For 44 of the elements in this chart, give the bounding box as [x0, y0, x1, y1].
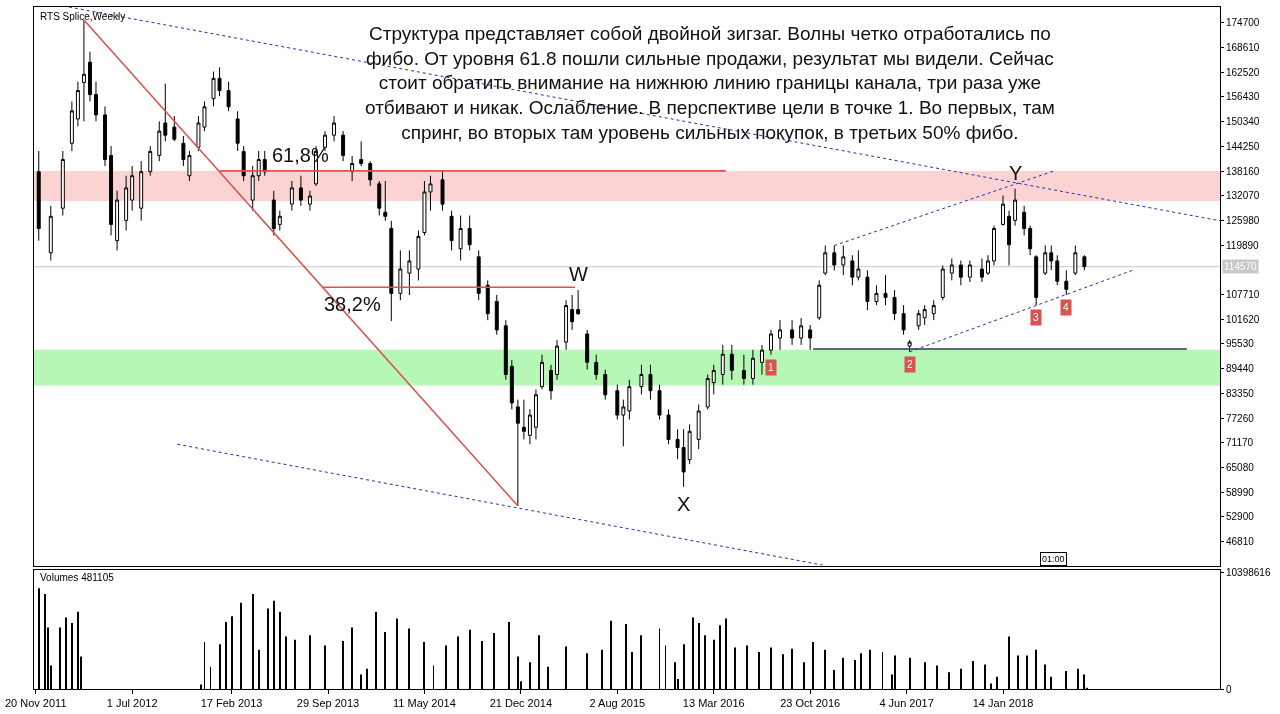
y-tick-label: 0 — [1226, 683, 1232, 695]
y-tick-label: 150340 — [1226, 116, 1260, 128]
x-tick-label: 17 Feb 2013 — [200, 697, 263, 710]
x-tick-label: 1 Jul 2012 — [106, 697, 158, 710]
annotation: W — [569, 263, 588, 285]
x-tick-label: 13 Mar 2016 — [682, 697, 745, 710]
y-tick-label: 125980 — [1226, 214, 1260, 226]
annotation: X — [677, 493, 691, 515]
y-tick-label: 132070 — [1226, 190, 1260, 202]
y-tick-label: 174700 — [1226, 17, 1260, 29]
y-tick-label: 65080 — [1226, 461, 1255, 473]
y-tick-label: 156430 — [1226, 91, 1260, 103]
y-tick-label: 168610 — [1226, 42, 1260, 54]
chart-title: Volumes 481105 — [40, 572, 115, 583]
y-tick-label: 138160 — [1226, 165, 1260, 177]
y-tick-label: 95530 — [1226, 338, 1255, 350]
annotation: 01:00 — [1042, 554, 1065, 564]
x-tick-label: 20 Nov 2011 — [4, 697, 67, 710]
x-tick-label: 23 Oct 2016 — [780, 697, 841, 710]
x-tick-label: 14 Jan 2018 — [972, 697, 1034, 710]
y-tick-label: 119890 — [1226, 239, 1260, 251]
y-tick-label: 144250 — [1226, 140, 1260, 152]
y-tick-label: 46810 — [1226, 536, 1255, 548]
y-tick-label: 10398616 — [1226, 567, 1271, 579]
y-tick-label: 89440 — [1226, 363, 1255, 375]
y-tick-label: 83350 — [1226, 387, 1255, 399]
annotation: 4 — [1063, 302, 1069, 313]
y-tick-label: 162520 — [1226, 66, 1260, 78]
chart-title: RTS Splice,Weekly — [40, 11, 126, 22]
x-tick-label: 11 May 2014 — [393, 697, 456, 710]
x-tick-label: 2 Aug 2015 — [589, 697, 646, 710]
y-tick-label: 71170 — [1226, 437, 1254, 449]
x-tick-label: 29 Sep 2013 — [296, 697, 360, 710]
y-tick-label: 107710 — [1226, 289, 1260, 301]
annotation: 3 — [1033, 312, 1039, 323]
y-tick-label: 101620 — [1226, 313, 1260, 325]
annotation: 2 — [907, 359, 913, 370]
x-tick-label: 4 Jun 2017 — [879, 697, 934, 710]
y-tick-label: 52900 — [1226, 511, 1255, 523]
y-tick-label: 77260 — [1226, 412, 1255, 424]
x-tick-label: 21 Dec 2014 — [489, 697, 553, 710]
y-tick-label: 58990 — [1226, 486, 1255, 498]
annotation: Y — [1009, 162, 1023, 184]
annotation: 1 — [768, 362, 774, 373]
